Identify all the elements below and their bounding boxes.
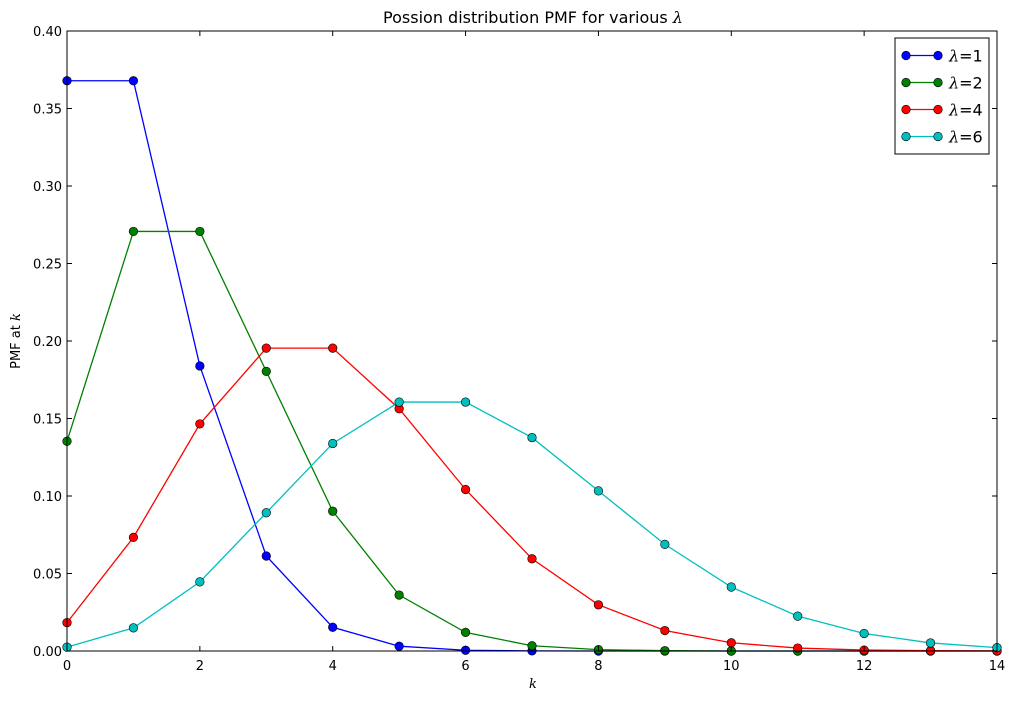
- data-point: [660, 539, 670, 549]
- series-4: [62, 397, 1002, 653]
- series-1: [62, 76, 1002, 656]
- legend-label: λ=6: [948, 128, 983, 147]
- y-tick-label: 0.30: [33, 180, 62, 195]
- series-3: [62, 343, 1002, 656]
- legend-marker: [901, 104, 911, 115]
- data-point: [128, 76, 139, 86]
- data-point: [660, 625, 670, 636]
- data-point: [261, 343, 271, 353]
- y-tick-label: 0.00: [33, 645, 62, 660]
- legend-marker: [901, 50, 911, 61]
- data-point: [195, 361, 205, 371]
- legend-label: λ=1: [948, 47, 983, 66]
- x-tick-label: 14: [989, 659, 1006, 674]
- x-tick-label: 0: [63, 659, 71, 674]
- data-point: [328, 622, 338, 632]
- legend-item: λ=6: [901, 128, 983, 147]
- y-tick-label: 0.40: [33, 25, 62, 40]
- y-tick-label: 0.10: [33, 490, 62, 505]
- legend-item: λ=1: [901, 47, 983, 66]
- data-point: [394, 641, 404, 651]
- y-tick-label: 0.35: [33, 103, 62, 118]
- data-point: [328, 343, 338, 353]
- legend-marker: [933, 131, 943, 142]
- data-point: [394, 397, 404, 407]
- legend-item: λ=2: [901, 74, 983, 93]
- data-point: [460, 397, 471, 407]
- legend-marker: [933, 50, 943, 61]
- legend-marker: [933, 77, 943, 88]
- data-point: [527, 554, 537, 564]
- data-point: [527, 641, 537, 651]
- y-tick-label: 0.20: [33, 335, 62, 350]
- legend-item: λ=4: [901, 101, 983, 120]
- x-axis-label: k: [529, 677, 537, 692]
- data-point: [593, 486, 604, 496]
- legend-label: λ=2: [948, 74, 983, 93]
- y-tick-label: 0.15: [33, 413, 62, 428]
- data-point: [793, 611, 803, 621]
- data-point: [925, 638, 936, 648]
- data-point: [593, 600, 604, 610]
- data-point: [128, 226, 139, 237]
- data-point: [261, 551, 271, 561]
- series-line: [66, 347, 998, 652]
- data-point: [328, 506, 338, 516]
- x-tick-label: 12: [856, 659, 873, 674]
- legend-marker: [901, 131, 911, 142]
- legend-marker: [901, 77, 911, 88]
- x-tick-label: 2: [196, 659, 204, 674]
- data-point: [859, 628, 869, 639]
- data-point: [128, 532, 139, 542]
- data-point: [394, 590, 404, 600]
- y-axis-label: PMF at k: [9, 313, 24, 369]
- data-point: [460, 627, 471, 638]
- data-point: [460, 484, 471, 495]
- data-point: [527, 432, 537, 443]
- data-point: [261, 508, 271, 518]
- data-point: [726, 638, 736, 648]
- legend-label: λ=4: [948, 101, 983, 120]
- legend: λ=1 λ=2 λ=4 λ=6: [894, 37, 990, 155]
- series-line: [67, 80, 997, 652]
- data-point: [195, 419, 205, 429]
- x-tick-label: 4: [329, 659, 337, 674]
- data-point: [793, 643, 803, 653]
- legend-marker: [933, 104, 943, 115]
- y-tick-label: 0.05: [33, 568, 62, 583]
- x-tick-label: 6: [461, 659, 469, 674]
- x-tick-label: 10: [723, 659, 740, 674]
- y-tick-label: 0.25: [33, 258, 62, 273]
- data-point: [261, 366, 271, 376]
- axes: 0 2 4 6 8 10 12 14 0.00 0.05 0.10 0.15 0.20 0.25 0.30 0…: [33, 25, 1005, 674]
- data-point: [128, 623, 139, 633]
- data-point: [328, 438, 338, 449]
- data-point: [195, 226, 205, 237]
- data-point: [726, 582, 736, 592]
- data-point: [195, 577, 205, 587]
- chart-title: Possion distribution PMF for various λ: [383, 8, 683, 27]
- plot-area: [62, 76, 1002, 656]
- x-tick-label: 8: [594, 659, 602, 674]
